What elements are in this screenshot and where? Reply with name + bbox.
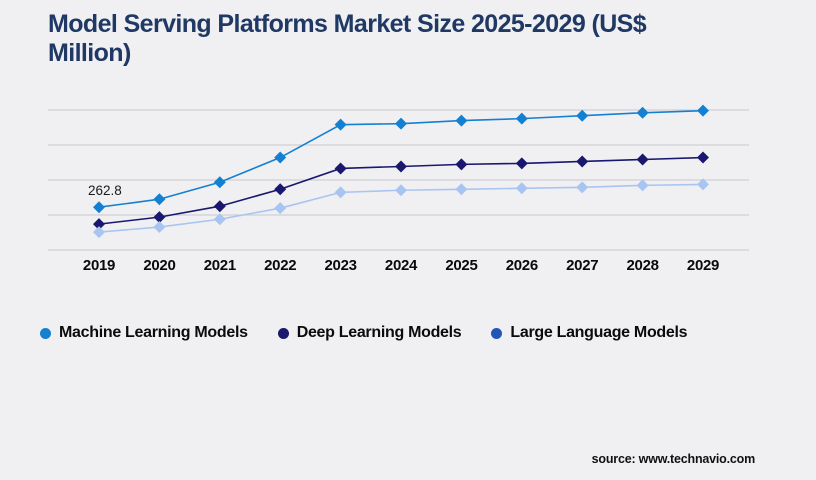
data-point-marker — [455, 183, 468, 196]
data-point-marker — [213, 200, 226, 213]
data-point-marker — [334, 162, 347, 175]
data-point-marker — [395, 160, 407, 173]
data-point-marker — [636, 153, 649, 166]
data-point-marker — [274, 183, 287, 196]
chart-title: Model Serving Platforms Market Size 2025… — [48, 10, 647, 67]
data-point-marker — [93, 218, 105, 231]
chart-legend: Machine Learning Models Deep Learning Mod… — [40, 324, 688, 342]
x-axis-label: 2022 — [264, 257, 296, 274]
legend-marker-icon — [277, 327, 289, 339]
data-point-marker — [213, 176, 226, 189]
legend-label: Machine Learning Models — [59, 324, 248, 341]
data-point-marker — [576, 109, 589, 122]
data-point-marker — [395, 117, 407, 130]
data-point-marker — [395, 184, 407, 197]
legend-marker-icon — [491, 327, 503, 339]
data-point-marker — [213, 213, 226, 226]
data-point-marker — [274, 151, 287, 164]
data-point-marker — [334, 118, 347, 131]
x-axis-label: 2026 — [506, 257, 538, 274]
data-point-marker — [576, 155, 589, 168]
source-attribution: source: www.technavio.com — [591, 452, 756, 466]
legend-label: Deep Learning Models — [296, 324, 462, 341]
x-axis-label: 2021 — [204, 257, 236, 274]
data-point-marker — [455, 114, 468, 127]
x-axis-label: 2024 — [385, 257, 418, 274]
legend-item-deep-learning-models: Deep Learning Models — [277, 324, 462, 342]
data-point-marker — [93, 201, 105, 214]
legend-label: Large Language Models — [510, 324, 688, 341]
legend-item-machine-learning-models: Machine Learning Models — [40, 324, 248, 342]
data-point-marker — [515, 157, 528, 170]
data-point-marker — [93, 226, 105, 239]
data-point-marker — [697, 178, 709, 191]
line-chart: 2019 2020 2021 2022 2023 2024 2025 2026 2027 2028… — [48, 104, 749, 274]
data-point-marker — [515, 182, 528, 195]
data-point-marker — [274, 202, 287, 215]
x-axis-label: 2023 — [325, 257, 357, 274]
x-axis-label: 2027 — [566, 257, 598, 274]
data-point-marker — [153, 211, 166, 224]
legend-marker-icon — [40, 327, 51, 339]
x-axis-label: 2025 — [445, 257, 477, 274]
x-axis-label: 2020 — [143, 257, 175, 274]
data-point-marker — [697, 104, 709, 117]
data-point-marker — [636, 179, 649, 192]
data-point-marker — [697, 151, 709, 164]
data-point-marker — [153, 193, 166, 206]
x-axis-label: 2029 — [687, 257, 719, 274]
data-label: 262.8 — [88, 183, 122, 198]
x-axis-label: 2028 — [627, 257, 659, 274]
data-point-marker — [153, 221, 166, 234]
data-point-marker — [455, 158, 468, 171]
data-point-marker — [576, 181, 589, 194]
x-axis-label: 2019 — [83, 257, 115, 274]
data-point-marker — [334, 186, 347, 199]
data-point-marker — [515, 112, 528, 125]
data-point-marker — [636, 106, 649, 119]
legend-item-large-language-models: Large Language Models — [491, 324, 688, 342]
